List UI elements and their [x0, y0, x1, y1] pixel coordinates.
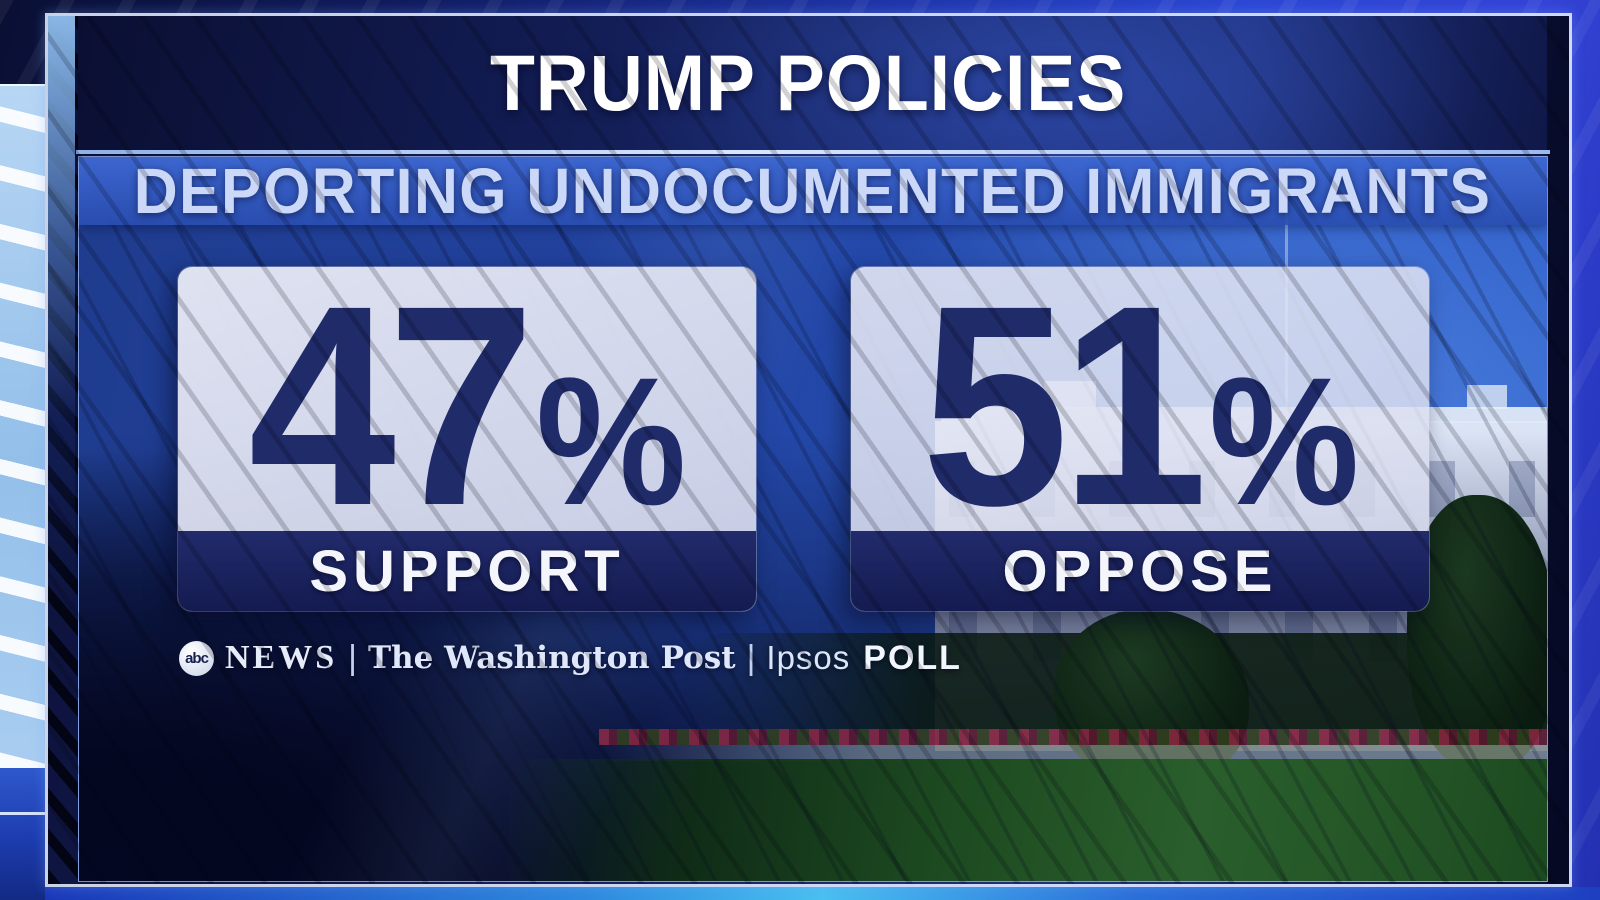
- page-title: TRUMP POLICIES: [490, 38, 1127, 127]
- subtitle-band: DEPORTING UNDOCUMENTED IMMIGRANTS: [79, 156, 1547, 227]
- right-shadow-column: [1547, 16, 1569, 884]
- content-panel: DEPORTING UNDOCUMENTED IMMIGRANTS 47% SU…: [78, 156, 1548, 882]
- left-lower-panel: [0, 768, 45, 900]
- flowerbed-graphic: [599, 729, 1547, 745]
- left-edge-glow: [48, 16, 75, 607]
- lawn-graphic: [509, 759, 1547, 881]
- poll-label: POLL: [863, 638, 962, 677]
- support-number: 47: [248, 267, 534, 565]
- percent-sign: %: [1208, 338, 1359, 543]
- support-label-bar: SUPPORT: [178, 531, 756, 611]
- support-value: 47%: [178, 267, 756, 548]
- stat-card-support: 47% SUPPORT: [178, 267, 756, 611]
- poll-question: DEPORTING UNDOCUMENTED IMMIGRANTS: [134, 156, 1492, 227]
- divider: |: [348, 638, 357, 677]
- stat-card-oppose: 51% OPPOSE: [851, 267, 1429, 611]
- abc-news-logo-icon: abc: [179, 640, 214, 676]
- left-accent-line: [0, 812, 45, 815]
- oppose-number: 51: [921, 267, 1207, 565]
- support-label: SUPPORT: [309, 538, 625, 604]
- source-attribution: abc NEWS | The Washington Post | Ipsos P…: [179, 637, 962, 679]
- hedge-graphic: [599, 745, 1547, 761]
- percent-sign: %: [535, 338, 686, 543]
- graphic-panel: TRUMP POLICIES DEPORTING UNDOCUMENTED: [48, 16, 1569, 884]
- bottom-glow-strip: [45, 887, 1600, 900]
- left-ray-panel: [0, 84, 45, 768]
- title-band: TRUMP POLICIES: [48, 16, 1569, 150]
- oppose-label: OPPOSE: [1002, 538, 1278, 604]
- oppose-value: 51%: [851, 267, 1429, 548]
- ipsos-wordmark: Ipsos: [766, 639, 851, 676]
- title-underline: [76, 150, 1550, 154]
- washington-post-wordmark: The Washington Post: [367, 640, 736, 676]
- tree-graphic: [1407, 495, 1547, 770]
- oppose-label-bar: OPPOSE: [851, 531, 1429, 611]
- divider: |: [746, 638, 756, 677]
- abc-news-wordmark: NEWS: [225, 639, 338, 676]
